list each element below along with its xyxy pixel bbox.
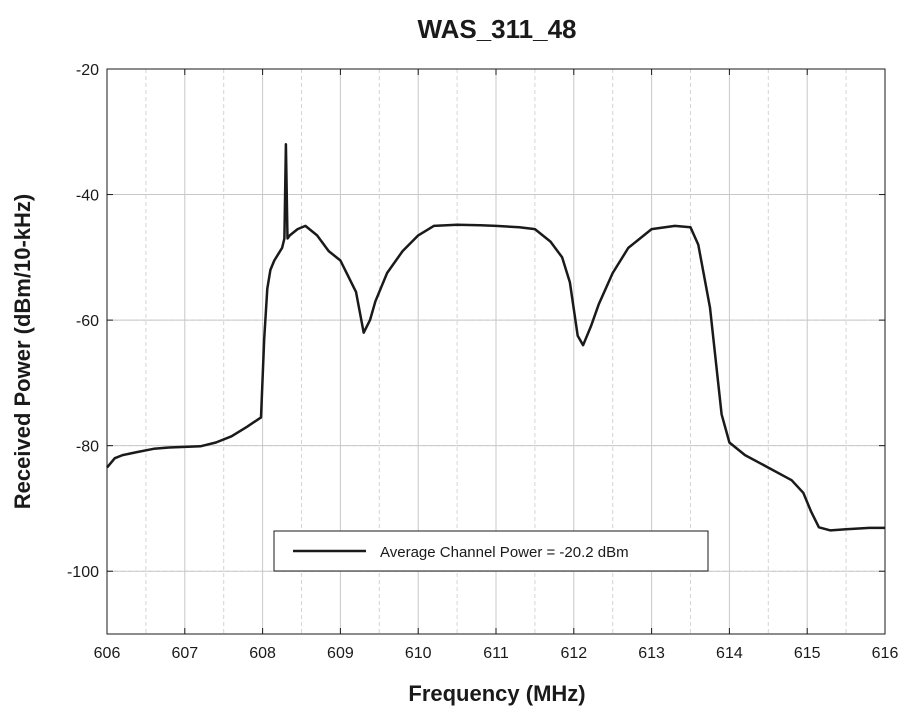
y-tick-label: -40 [76,188,99,205]
x-tick-label: 607 [171,645,198,662]
series-layer [106,143,885,532]
plot-frame [106,68,886,635]
x-axis-label: Frequency (MHz) [408,681,585,706]
legend: Average Channel Power = -20.2 dBm [273,530,709,572]
chart-title: WAS_311_48 [417,14,576,44]
x-tick-label: 612 [560,645,587,662]
y-tick-label: -60 [76,313,99,330]
x-tick-label: 615 [794,645,821,662]
y-tick-label: -80 [76,439,99,456]
legend-label: Average Channel Power = -20.2 dBm [380,544,629,561]
y-axis-label: Received Power (dBm/10-kHz) [10,194,35,509]
x-tick-label: 611 [483,645,509,662]
series-line [106,143,885,532]
x-tick-label: 616 [872,645,899,662]
x-tick-label: 606 [94,645,121,662]
y-tick-label: -20 [76,62,99,79]
x-tick-label: 608 [249,645,276,662]
x-tick-label: 613 [638,645,665,662]
x-tick-label: 609 [327,645,354,662]
x-tick-label: 614 [716,645,743,662]
x-tick-label: 610 [405,645,432,662]
tick-layer: 606 607 608 609 610 611 612 613 614 615 616 -20 -40 -… [67,62,898,662]
y-tick-label: -100 [67,564,99,581]
